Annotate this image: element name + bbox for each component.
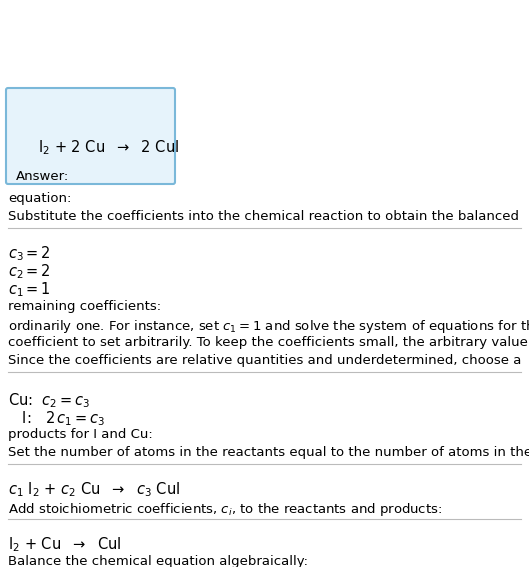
Text: Answer:: Answer: — [16, 170, 69, 183]
Text: I$_2$ + 2 Cu  $\rightarrow$  2 CuI: I$_2$ + 2 Cu $\rightarrow$ 2 CuI — [38, 138, 179, 156]
Text: $c_1$ I$_2$ + $c_2$ Cu  $\rightarrow$  $c_3$ CuI: $c_1$ I$_2$ + $c_2$ Cu $\rightarrow$ $c_… — [8, 480, 180, 499]
Text: Substitute the coefficients into the chemical reaction to obtain the balanced: Substitute the coefficients into the che… — [8, 210, 519, 223]
Text: Add stoichiometric coefficients, $c_i$, to the reactants and products:: Add stoichiometric coefficients, $c_i$, … — [8, 501, 442, 518]
Text: $c_1 = 1$: $c_1 = 1$ — [8, 280, 51, 299]
Text: remaining coefficients:: remaining coefficients: — [8, 300, 161, 313]
Text: Since the coefficients are relative quantities and underdetermined, choose a: Since the coefficients are relative quan… — [8, 354, 522, 367]
Text: equation:: equation: — [8, 192, 71, 205]
Text: $c_3 = 2$: $c_3 = 2$ — [8, 244, 51, 263]
Text: products for I and Cu:: products for I and Cu: — [8, 428, 153, 441]
Text: Balance the chemical equation algebraically:: Balance the chemical equation algebraica… — [8, 555, 308, 567]
Text: Cu:  $c_2 = c_3$: Cu: $c_2 = c_3$ — [8, 391, 90, 410]
Text: ordinarily one. For instance, set $c_1 = 1$ and solve the system of equations fo: ordinarily one. For instance, set $c_1 =… — [8, 318, 529, 335]
Text: I$_2$ + Cu  $\rightarrow$  CuI: I$_2$ + Cu $\rightarrow$ CuI — [8, 535, 121, 554]
FancyBboxPatch shape — [6, 88, 175, 184]
Text: $c_2 = 2$: $c_2 = 2$ — [8, 262, 51, 281]
Text: Set the number of atoms in the reactants equal to the number of atoms in the: Set the number of atoms in the reactants… — [8, 446, 529, 459]
Text: I:   $2\,c_1 = c_3$: I: $2\,c_1 = c_3$ — [8, 409, 105, 428]
Text: coefficient to set arbitrarily. To keep the coefficients small, the arbitrary va: coefficient to set arbitrarily. To keep … — [8, 336, 529, 349]
